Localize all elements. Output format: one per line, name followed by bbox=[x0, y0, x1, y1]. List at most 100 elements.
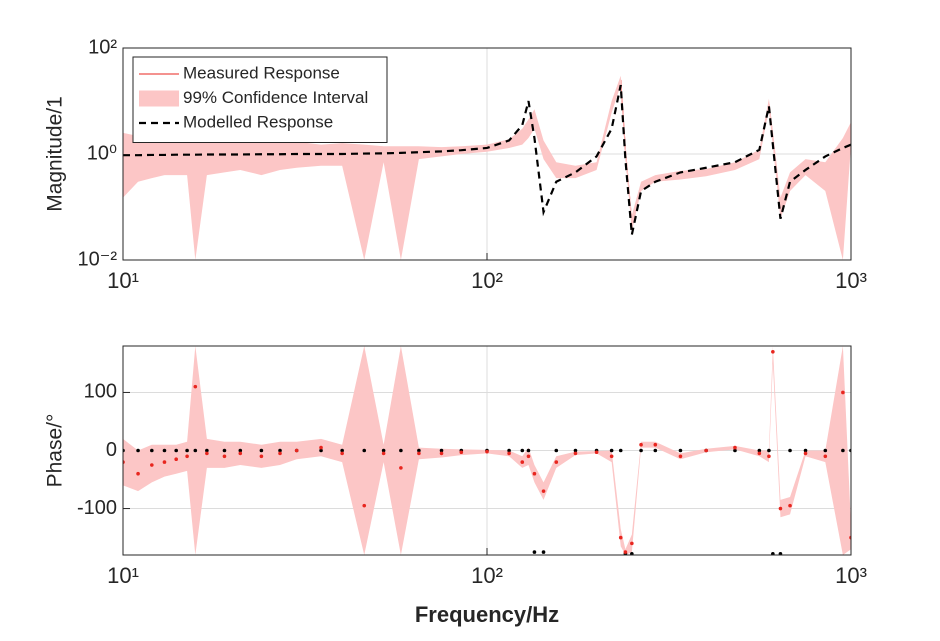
data-point bbox=[417, 451, 421, 456]
legend-label: Modelled Response bbox=[183, 112, 333, 131]
data-point bbox=[485, 449, 489, 454]
data-point bbox=[630, 541, 634, 546]
data-point bbox=[803, 448, 808, 453]
y-axis-label: Phase/° bbox=[44, 414, 67, 488]
plot-series bbox=[123, 75, 851, 260]
data-point bbox=[162, 460, 167, 464]
data-point bbox=[788, 448, 792, 453]
data-point bbox=[259, 448, 264, 453]
data-point bbox=[788, 503, 792, 508]
data-point bbox=[609, 448, 614, 453]
data-point bbox=[150, 463, 154, 467]
data-point bbox=[507, 451, 511, 456]
data-point bbox=[609, 454, 614, 459]
data-point bbox=[803, 451, 808, 456]
data-point bbox=[136, 448, 140, 453]
data-point bbox=[639, 448, 643, 453]
data-point bbox=[532, 471, 537, 476]
data-point bbox=[771, 552, 775, 555]
data-point bbox=[733, 445, 737, 450]
data-point bbox=[222, 448, 227, 453]
data-point bbox=[778, 552, 783, 555]
data-point bbox=[399, 448, 403, 453]
y-axis-label: Magnitude/1 bbox=[44, 96, 67, 212]
legend-label: 99% Confidence Interval bbox=[183, 88, 368, 107]
data-point bbox=[340, 451, 344, 456]
data-point bbox=[205, 448, 209, 453]
data-point bbox=[278, 451, 282, 456]
data-point bbox=[778, 506, 783, 511]
data-point bbox=[757, 448, 762, 453]
data-point bbox=[573, 451, 578, 456]
legend-swatch bbox=[139, 90, 179, 107]
data-point bbox=[541, 489, 546, 493]
y-tick-label: 100 bbox=[84, 381, 117, 403]
data-point bbox=[704, 448, 708, 453]
data-point bbox=[294, 448, 299, 453]
data-point bbox=[238, 451, 243, 456]
data-point bbox=[573, 448, 578, 453]
data-point bbox=[174, 448, 178, 453]
data-point bbox=[554, 460, 559, 464]
confidence-band bbox=[123, 75, 851, 260]
data-point bbox=[733, 448, 737, 453]
data-point bbox=[507, 448, 511, 453]
data-point bbox=[841, 448, 845, 453]
x-tick-label: 10³ bbox=[835, 268, 867, 293]
data-point bbox=[150, 448, 154, 453]
data-point bbox=[678, 454, 683, 459]
data-point bbox=[136, 471, 140, 476]
data-point bbox=[618, 448, 623, 453]
data-point bbox=[319, 448, 323, 453]
data-point bbox=[767, 454, 771, 459]
x-tick-label: 10² bbox=[471, 563, 503, 588]
data-point bbox=[362, 503, 367, 508]
data-point bbox=[823, 448, 828, 453]
legend-label: Measured Response bbox=[183, 63, 340, 82]
data-point bbox=[639, 442, 643, 447]
data-point bbox=[381, 451, 386, 456]
data-point bbox=[193, 448, 198, 453]
data-point bbox=[193, 384, 198, 389]
data-point bbox=[678, 448, 683, 453]
data-point bbox=[767, 448, 771, 453]
data-point bbox=[532, 550, 537, 554]
data-point bbox=[222, 454, 227, 459]
data-point bbox=[554, 448, 559, 453]
data-point bbox=[653, 448, 658, 453]
data-point bbox=[520, 460, 525, 464]
data-point bbox=[526, 448, 531, 453]
y-tick-label: 10⁰ bbox=[87, 142, 117, 164]
x-axis-label: Frequency/Hz bbox=[415, 602, 559, 627]
model-line bbox=[123, 84, 851, 235]
data-point bbox=[594, 450, 599, 455]
data-point bbox=[185, 454, 189, 459]
x-tick-label: 10¹ bbox=[107, 268, 139, 293]
data-point bbox=[174, 457, 178, 462]
y-tick-label: 10² bbox=[88, 36, 117, 58]
x-tick-label: 10³ bbox=[835, 563, 867, 588]
data-point bbox=[653, 442, 658, 447]
x-tick-label: 10² bbox=[471, 268, 503, 293]
data-point bbox=[771, 350, 775, 354]
data-point bbox=[623, 550, 628, 554]
data-point bbox=[417, 448, 421, 453]
plot-series bbox=[123, 346, 851, 555]
data-point bbox=[459, 450, 464, 455]
data-point bbox=[630, 552, 634, 555]
data-point bbox=[823, 454, 828, 459]
data-point bbox=[841, 390, 845, 395]
data-point bbox=[541, 550, 546, 554]
data-point bbox=[381, 448, 386, 453]
data-point bbox=[238, 448, 243, 453]
data-point bbox=[205, 451, 209, 456]
x-tick-label: 10¹ bbox=[107, 563, 139, 588]
axes-frame bbox=[122, 345, 852, 556]
data-point bbox=[526, 454, 531, 459]
axes-frame bbox=[122, 47, 852, 261]
data-point bbox=[185, 448, 189, 453]
y-tick-label: -100 bbox=[77, 497, 117, 519]
data-point bbox=[439, 448, 444, 453]
